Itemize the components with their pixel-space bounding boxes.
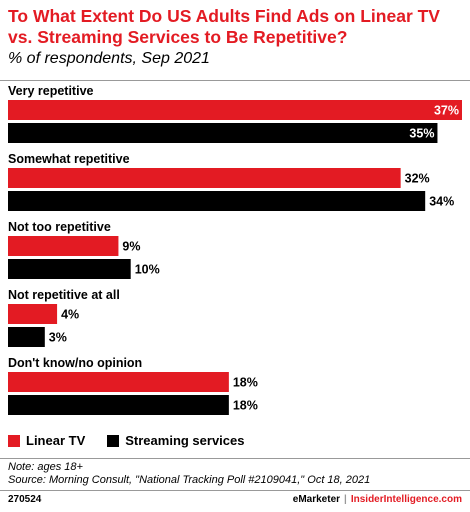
brand-separator: | [344, 494, 347, 505]
category-label: Not too repetitive [8, 220, 111, 234]
brand-emarketer: eMarketer [292, 494, 341, 505]
chart-id: 270524 [8, 494, 42, 505]
legend-swatch-linear [8, 434, 20, 447]
bar-linear-tv [8, 168, 401, 188]
legend-swatch-streaming [107, 434, 120, 447]
bar-linear-tv [8, 236, 119, 256]
bar-streaming [8, 191, 426, 211]
bar-streaming [8, 395, 229, 415]
bar-linear-tv [8, 100, 462, 120]
data-label: 34% [429, 195, 454, 209]
bar-chart: Very repetitive 37%35% Somewhat repetitive… [8, 84, 462, 415]
bar-linear-tv [8, 304, 58, 324]
category-label: Don't know/no opinion [8, 356, 142, 370]
bar-streaming [8, 327, 45, 347]
legend-item-linear: Linear TV [8, 433, 85, 448]
legend-label-linear: Linear TV [26, 433, 86, 448]
data-label: 9% [122, 240, 140, 254]
chart-subtitle: % of respondents, Sep 2021 [8, 50, 210, 67]
chart-title: To What Extent Do US Adults Find Ads on … [8, 6, 440, 47]
category-label: Not repetitive at all [8, 288, 120, 302]
legend-label-streaming: Streaming services [125, 433, 245, 448]
legend-item-streaming: Streaming services [107, 433, 244, 448]
bar-linear-tv [8, 372, 229, 392]
data-label: 37% [434, 104, 459, 118]
data-label: 3% [49, 331, 67, 345]
brand-credit: eMarketer | InsiderIntelligence.com [293, 494, 462, 505]
data-label: 10% [135, 263, 160, 277]
data-label: 18% [233, 399, 258, 413]
bar-streaming [8, 123, 438, 143]
source-note: Source: Morning Consult, "National Track… [8, 474, 371, 486]
legend: Linear TV Streaming services [8, 433, 266, 448]
brand-insider-intelligence: InsiderIntelligence.com [350, 494, 462, 505]
top-divider [0, 80, 470, 81]
category-label: Somewhat repetitive [8, 152, 130, 166]
footnote: Note: ages 18+ [8, 461, 83, 473]
bottom-divider [0, 458, 470, 459]
data-label: 32% [405, 172, 430, 186]
data-label: 18% [233, 376, 258, 390]
data-label: 35% [409, 127, 434, 141]
bar-streaming [8, 259, 131, 279]
data-label: 4% [61, 308, 79, 322]
footer-divider [0, 490, 470, 491]
category-label: Very repetitive [8, 84, 94, 98]
